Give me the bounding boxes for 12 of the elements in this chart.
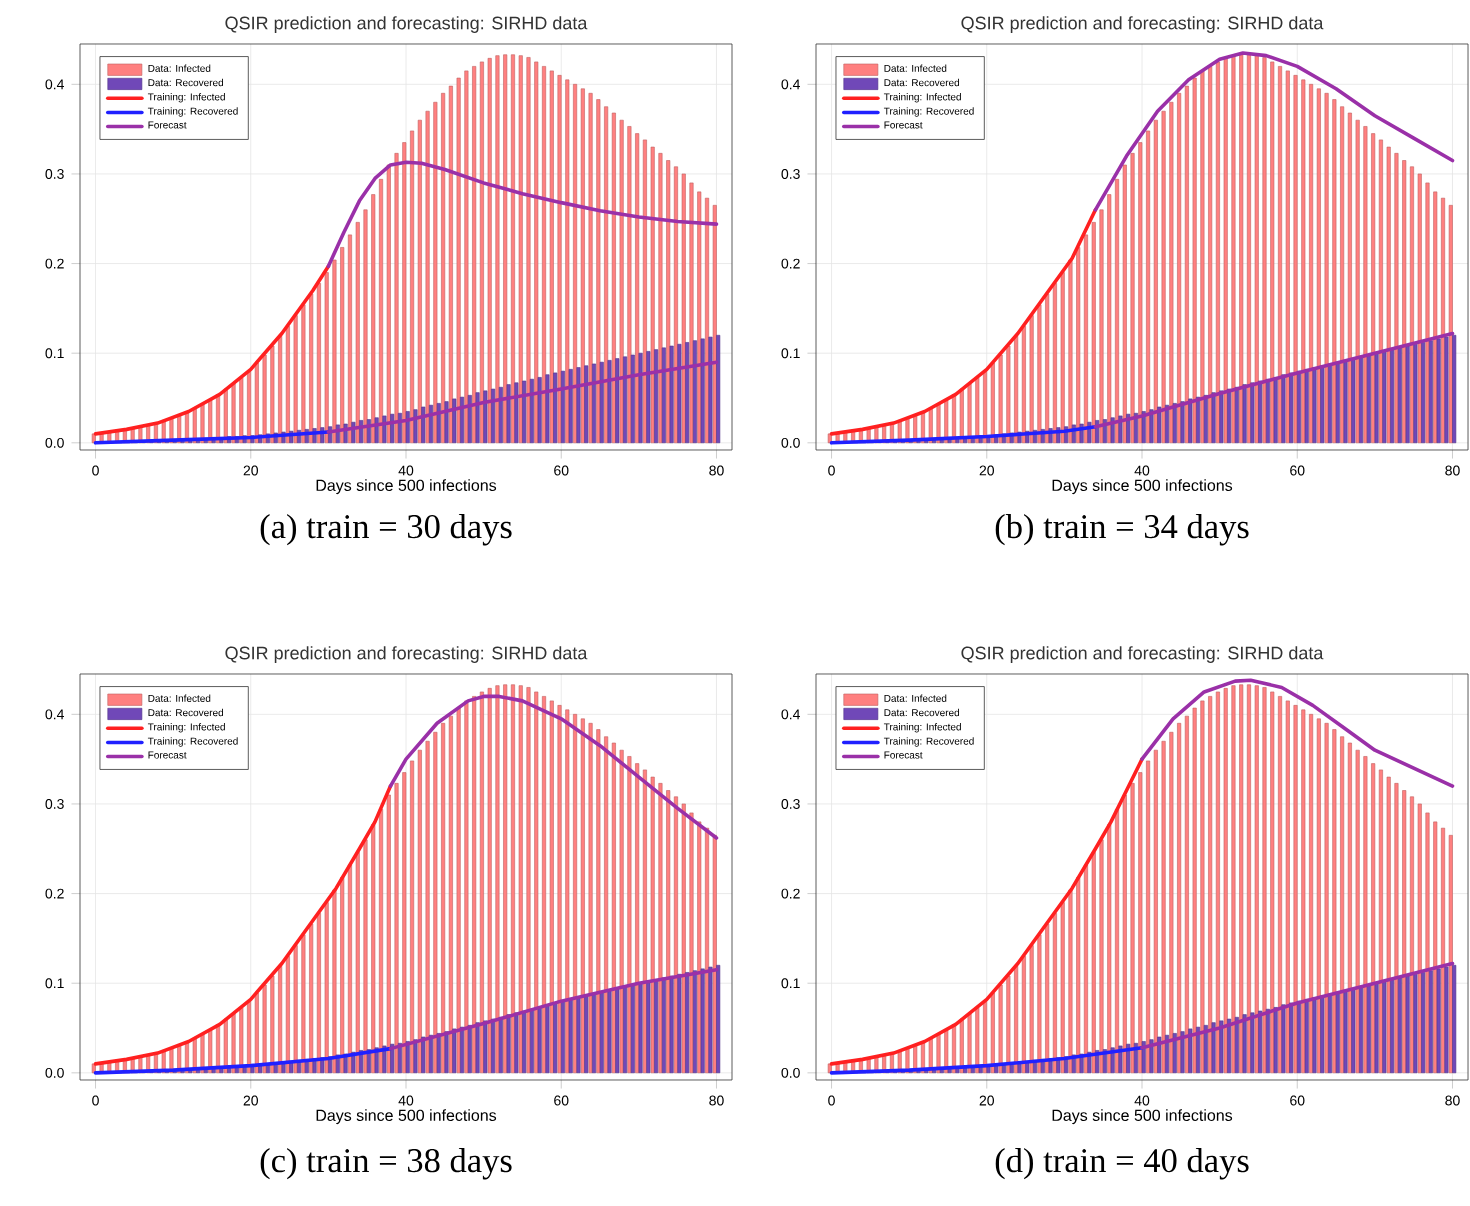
x-axis-title: Days since 500 infections: [316, 479, 497, 495]
text: (c) train = 38 days: [260, 1148, 512, 1180]
x-axis-title: Days since 500 infections: [1052, 479, 1233, 495]
chart-title: QSIR prediction and forecasting: SIRHD data: [225, 646, 588, 663]
text: (a) train = 30 days: [260, 514, 512, 546]
x-axis-title: Days since 500 infections: [1052, 1109, 1233, 1125]
chart-title: QSIR prediction and forecasting: SIRHD data: [961, 646, 1324, 663]
text: (d) train = 40 days: [995, 1148, 1249, 1180]
chart-title: QSIR prediction and forecasting: SIRHD data: [225, 16, 588, 33]
chart-title: QSIR prediction and forecasting: SIRHD data: [961, 16, 1324, 33]
text: (b) train = 34 days: [995, 514, 1249, 546]
x-axis-title: Days since 500 infections: [316, 1109, 497, 1125]
